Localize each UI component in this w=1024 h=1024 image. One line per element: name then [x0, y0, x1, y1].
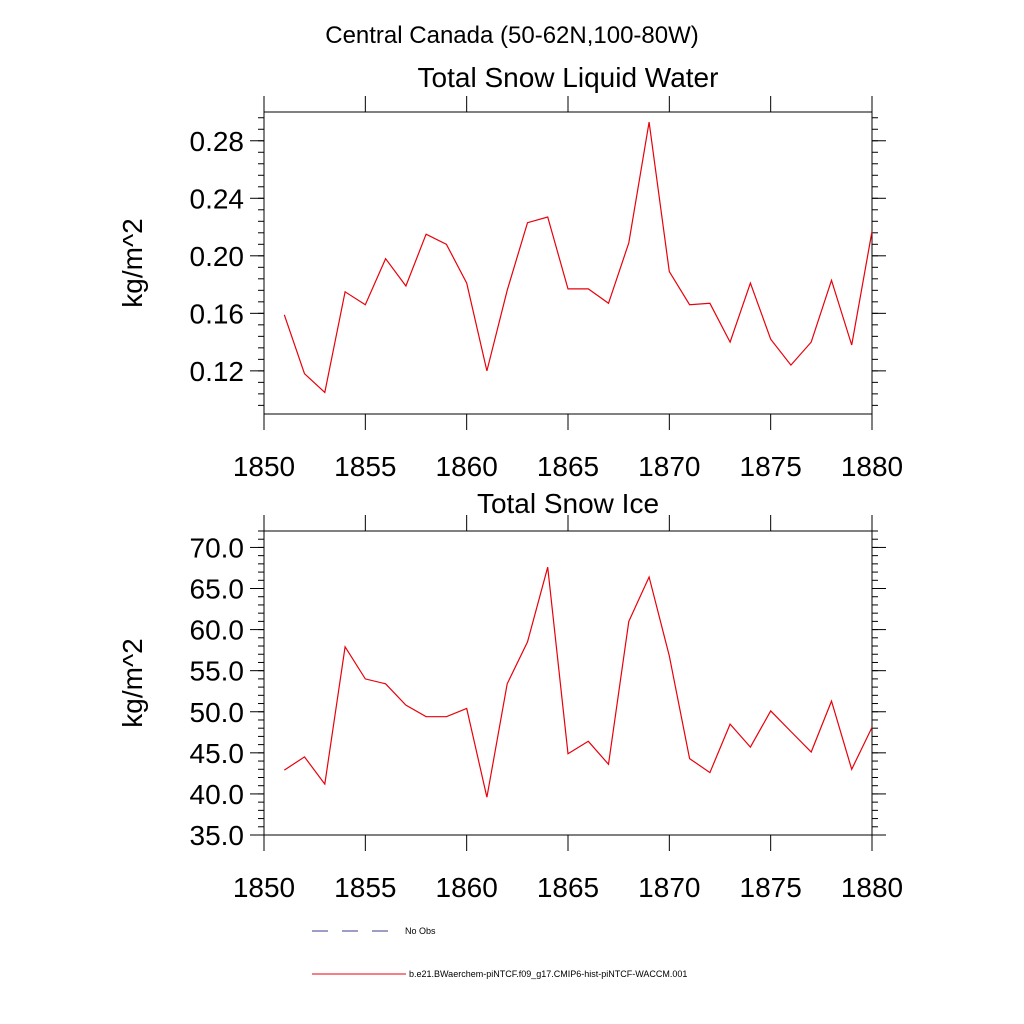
- x-tick-label: 1880: [841, 451, 903, 482]
- x-tick-label: 1870: [638, 451, 700, 482]
- plot-frame: [263, 111, 873, 415]
- y-tick-label: 0.12: [190, 356, 245, 387]
- y-tick-label: 40.0: [190, 779, 245, 810]
- y-tick-label: 35.0: [190, 820, 245, 851]
- series-line: [283, 567, 873, 798]
- x-tick-label: 1855: [334, 451, 396, 482]
- plot-frame: [263, 530, 873, 836]
- x-tick-label: 1860: [436, 451, 498, 482]
- series-line: [283, 122, 873, 394]
- y-tick-label: 45.0: [190, 738, 245, 769]
- y-tick-label: 65.0: [190, 574, 245, 605]
- x-tick-label: 1870: [638, 872, 700, 903]
- x-tick-label: 1850: [233, 872, 295, 903]
- legend-no-obs-label: No Obs: [405, 926, 436, 936]
- x-tick-label: 1880: [841, 872, 903, 903]
- chart-title: Total Snow Liquid Water: [418, 62, 719, 93]
- x-tick-label: 1875: [740, 451, 802, 482]
- legend-model-label: b.e21.BWaerchem-piNTCF.f09_g17.CMIP6-his…: [409, 969, 687, 979]
- y-tick-label: 0.28: [190, 126, 245, 157]
- y-axis-label: kg/m^2: [117, 218, 148, 307]
- y-tick-label: 0.16: [190, 298, 245, 329]
- y-tick-label: 50.0: [190, 697, 245, 728]
- x-tick-label: 1860: [436, 872, 498, 903]
- x-tick-label: 1850: [233, 451, 295, 482]
- y-tick-label: 0.24: [190, 183, 245, 214]
- x-tick-label: 1875: [740, 872, 802, 903]
- chart-panel-snow-liquid-water: Total Snow Liquid Water 1850 1855 1860 1865 1…: [117, 62, 903, 482]
- x-tick-label: 1865: [537, 451, 599, 482]
- figure-main-title: Central Canada (50-62N,100-80W): [325, 22, 699, 49]
- chart-title: Total Snow Ice: [477, 488, 659, 519]
- x-tick-label: 1855: [334, 872, 396, 903]
- y-tick-label: 60.0: [190, 615, 245, 646]
- x-tick-label: 1865: [537, 872, 599, 903]
- y-tick-label: 0.20: [190, 241, 245, 272]
- y-tick-label: 55.0: [190, 656, 245, 687]
- y-axis-label: kg/m^2: [117, 638, 148, 727]
- legend: No Obs b.e21.BWaerchem-piNTCF.f09_g17.CM…: [312, 926, 687, 979]
- chart-panel-snow-ice: Total Snow Ice 1850 1855 1860 1865 1870 1875 18…: [117, 488, 903, 903]
- y-tick-label: 70.0: [190, 532, 245, 563]
